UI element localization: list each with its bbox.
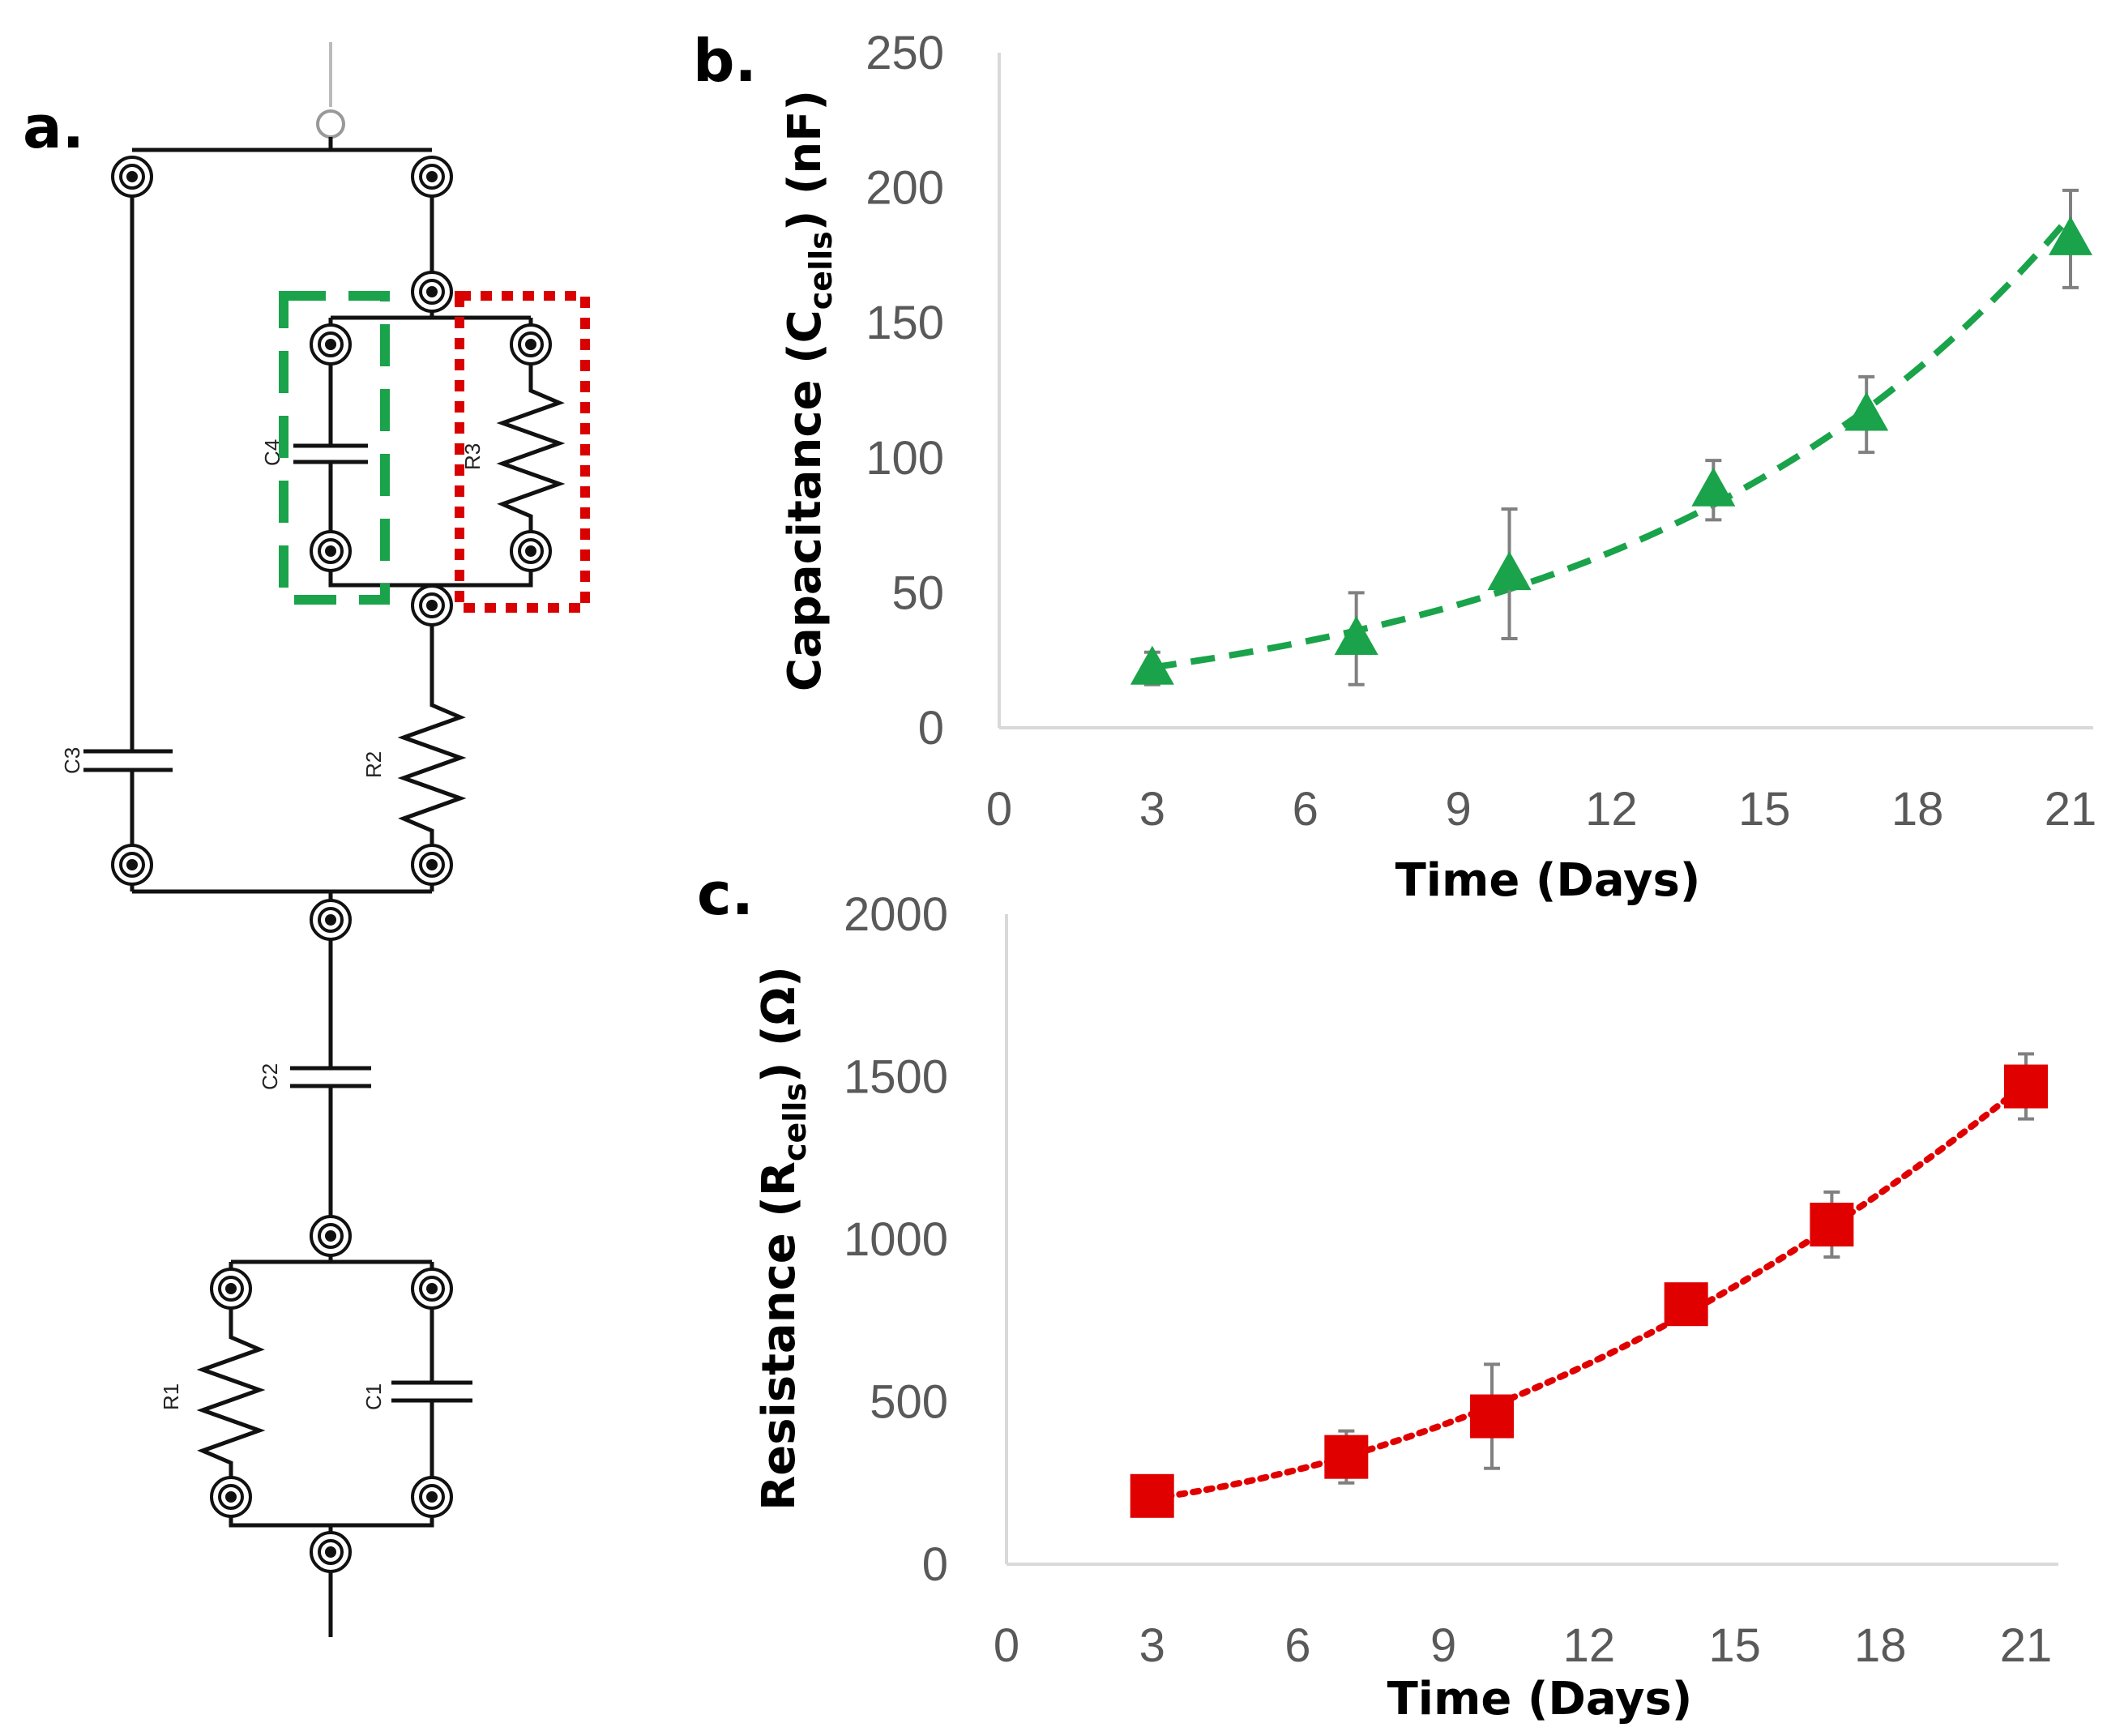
data-point: [1691, 467, 1736, 507]
resistance-chart: c. 0 500 1000 1500 2000 0 3 6 9 12 15 18 21 Time (D…: [697, 860, 2058, 1725]
node: [310, 899, 352, 941]
data-point: [1664, 1282, 1708, 1327]
y-tick-label: 100: [865, 432, 944, 485]
y-tick-label: 150: [865, 297, 944, 349]
data-point: [1334, 616, 1378, 656]
data-point: [1470, 1394, 1515, 1439]
node: [411, 844, 453, 886]
node: [411, 271, 453, 313]
x-tick-label: 3: [1139, 1619, 1165, 1672]
data-point: [1810, 1202, 1854, 1246]
x-tick-label: 18: [1891, 783, 1944, 836]
x-tick-label: 9: [1445, 783, 1471, 836]
x-tick-label: 0: [994, 1619, 1019, 1672]
node: [310, 530, 352, 572]
c1-label: C1: [361, 1383, 386, 1410]
capacitor-c3: [83, 749, 173, 772]
x-tick-label: 0: [986, 783, 1012, 836]
x-tick-label: 9: [1430, 1619, 1456, 1672]
resistor-r2: [397, 626, 467, 851]
panel-c-label: c.: [697, 860, 754, 928]
node: [111, 844, 153, 886]
node: [510, 323, 552, 366]
node: [411, 1268, 453, 1310]
c2-label: C2: [258, 1063, 282, 1090]
y-tick-label: 2000: [844, 888, 948, 941]
y-axis-title: Resistance (Rcells) (Ω): [753, 966, 813, 1511]
node: [411, 584, 453, 626]
circuit-diagram: a. C3 C4 R3 R2 C2: [23, 42, 590, 1637]
node: [210, 1268, 252, 1310]
rc-bottom-bus: [328, 571, 533, 588]
node: [310, 1531, 352, 1573]
x-tick-label: 15: [1738, 783, 1791, 836]
x-tick-label: 15: [1708, 1619, 1761, 1672]
x-tick-label: 12: [1585, 783, 1638, 836]
rc2-bottom-bus: [229, 1516, 434, 1528]
c3-label: C3: [60, 747, 84, 774]
x-axis-title: Time (Days): [1387, 1673, 1693, 1725]
x-tick-label: 21: [2045, 783, 2097, 836]
x-tick-label: 12: [1563, 1619, 1616, 1672]
y-tick-label: 0: [922, 1538, 948, 1591]
node: [510, 530, 552, 572]
y-tick-label: 250: [865, 27, 944, 79]
y-tick-label: 50: [891, 567, 944, 619]
x-tick-label: 18: [1854, 1619, 1907, 1672]
trendline: [1148, 1080, 2029, 1502]
capacitor-c4: [293, 443, 368, 464]
y-tick-label: 1000: [844, 1213, 948, 1266]
x-tick-label: 6: [1293, 783, 1318, 836]
r3-highlight-box: [455, 291, 590, 613]
r1-label: R1: [159, 1383, 183, 1410]
y-tick-label: 500: [870, 1376, 948, 1429]
data-point: [2004, 1064, 2048, 1109]
x-tick-label: 6: [1284, 1619, 1310, 1672]
capacitor-c1: [391, 1380, 472, 1403]
capacitance-chart: b. 0 50 100 150 200 250 0 3 6 9 12 15 18 21 Time (Da…: [693, 27, 2096, 907]
data-point: [2049, 216, 2092, 255]
capacitor-c2: [290, 1066, 371, 1088]
node: [411, 156, 453, 198]
y-tick-label: 0: [918, 702, 944, 755]
data-point: [1324, 1435, 1369, 1479]
c4-highlight-box: [279, 291, 390, 605]
node: [111, 156, 153, 198]
y-tick-label: 200: [865, 162, 944, 215]
x-tick-label: 3: [1139, 783, 1165, 836]
data-point: [1487, 551, 1532, 591]
x-axis-title: Time (Days): [1395, 854, 1701, 907]
data-point: [1844, 391, 1889, 431]
node: [310, 1215, 352, 1257]
x-tick-label: 21: [2000, 1619, 2053, 1672]
trendline: [1152, 213, 2074, 671]
data-point: [1130, 1473, 1174, 1518]
node: [310, 323, 352, 366]
panel-a-label: a.: [23, 93, 84, 161]
input-terminal: [316, 109, 345, 139]
data-point: [1130, 645, 1174, 685]
node: [411, 1476, 453, 1518]
r2-label: R2: [361, 751, 386, 778]
y-tick-label: 1500: [844, 1051, 948, 1104]
panel-b-label: b.: [693, 27, 757, 95]
y-axis-title: Capacitance (Ccells) (nF): [779, 90, 839, 691]
node: [210, 1476, 252, 1518]
